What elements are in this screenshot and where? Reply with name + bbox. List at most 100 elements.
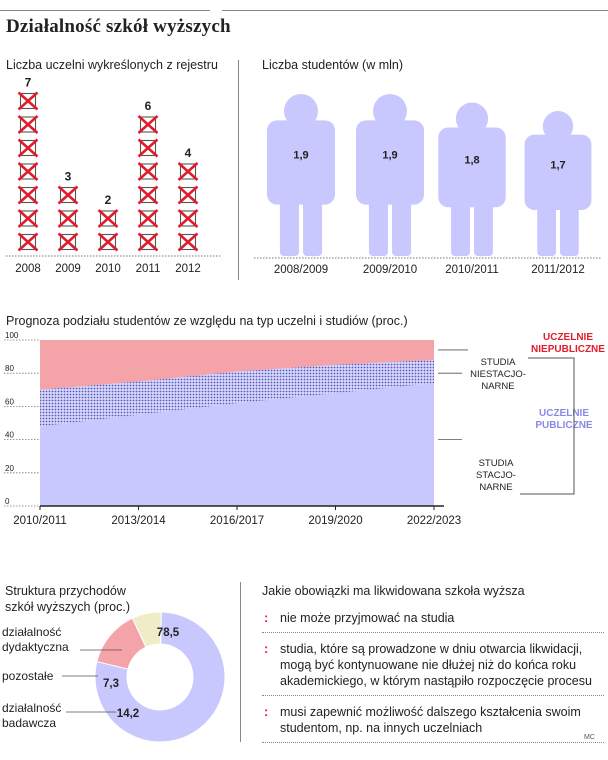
page-title: Działalność szkół wyższych <box>6 16 231 37</box>
student-figure-icon <box>524 111 592 256</box>
label-public: UCZELNIE <box>539 408 589 419</box>
revenue-title-line: szkół wyższych (proc.) <box>5 600 130 614</box>
section3-divider <box>240 582 241 742</box>
revenue-category-label: dydaktyczna <box>2 640 69 654</box>
removed-bar-2011 <box>137 115 159 252</box>
label-fulltime: NARNE <box>479 482 512 493</box>
students-value-label: 1,9 <box>382 149 397 161</box>
y-tick-label: 20 <box>5 464 14 473</box>
removed-x-tick: 2012 <box>175 263 201 275</box>
removed-x-tick: 2011 <box>136 263 161 275</box>
crossed-box-icon <box>17 232 39 252</box>
y-tick-label: 0 <box>5 497 10 506</box>
bullet-icon: : <box>264 704 269 719</box>
removed-value-label: 6 <box>145 99 152 113</box>
student-figure-icon <box>267 94 335 256</box>
obligation-item: : nie może przyjmować na studia <box>262 610 604 633</box>
removed-value-label: 2 <box>105 193 112 207</box>
cross-stroke <box>177 162 199 181</box>
student-head <box>284 94 318 128</box>
student-leg <box>451 201 470 256</box>
students-chart: 1,9 1,9 1,8 1,7 2008/2009 2009/2010 2010/2011 2… <box>254 94 602 276</box>
revenue-category-label: badawcza <box>2 716 56 730</box>
revenue-category-label: działalność <box>2 625 61 639</box>
obligation-item: : musi zapewnić możliwość dalszego kształ… <box>262 704 604 743</box>
cross-stroke <box>137 232 159 252</box>
section1-divider <box>238 60 239 280</box>
cross-stroke <box>17 185 39 205</box>
crossed-box-icon <box>17 91 39 111</box>
student-torso <box>524 134 592 211</box>
students-x-tick: 2009/2010 <box>363 264 417 276</box>
forecast-chart: 0 20 40 60 80 100 2010/2011 2013/2014 2016/2017 2… <box>4 331 605 527</box>
crossed-box-icon <box>177 185 199 205</box>
removed-value-label: 3 <box>65 170 72 184</box>
revenue-chart: Struktura przychodów szkół wyższych (proc… <box>2 584 226 743</box>
obligation-line: musi zapewnić możliwość dalszego kształc… <box>280 705 581 719</box>
x-tick-label: 2016/2017 <box>210 515 264 527</box>
revenue-value-label: 78,5 <box>157 627 180 639</box>
cross-stroke <box>177 185 199 205</box>
removed-bar-2009 <box>57 185 79 252</box>
student-torso <box>356 120 424 205</box>
removed-x-tick: 2008 <box>15 263 41 275</box>
cross-stroke <box>97 232 119 252</box>
cross-stroke <box>17 138 39 158</box>
student-leg <box>279 198 299 256</box>
obligation-line: nie może przyjmować na studia <box>280 611 455 625</box>
cross-stroke <box>17 209 39 228</box>
student-head <box>455 102 489 135</box>
obligation-line: mogą być kontynuowane nie dłużej niż do … <box>280 658 577 672</box>
removed-value-label: 4 <box>185 146 192 160</box>
obligations-list: : nie może przyjmować na studia: studia, k… <box>262 610 604 751</box>
removed-chart-title: Liczba uczelni wykreślonych z rejestru <box>6 58 218 72</box>
obligations-title: Jakie obowiązki ma likwidowana szkoła wy… <box>262 584 525 598</box>
student-leg <box>392 198 412 256</box>
forecast-chart-title: Prognoza podziału studentów ze względu n… <box>6 314 408 328</box>
cross-stroke <box>137 138 159 158</box>
students-value-label: 1,7 <box>550 160 565 172</box>
revenue-value-label: 14,2 <box>117 708 139 720</box>
label-public: PUBLICZNE <box>535 420 593 431</box>
crossed-box-icon <box>137 115 159 134</box>
crossed-box-icon <box>97 209 119 228</box>
crossed-box-icon <box>97 232 119 252</box>
cross-stroke <box>57 185 79 205</box>
label-fulltime: STUDIA <box>479 458 515 469</box>
revenue-category-label: działalność <box>2 701 61 715</box>
y-tick-label: 60 <box>5 397 14 406</box>
crossed-box-icon <box>57 232 79 252</box>
area-fulltime <box>40 383 434 506</box>
cross-stroke <box>57 232 79 252</box>
crossed-box-icon <box>17 209 39 228</box>
label-private: NIEPUBLICZNE <box>531 344 605 355</box>
y-tick-label: 40 <box>5 431 14 440</box>
obligation-line: studentom, np. na innych uczelniach <box>280 721 483 735</box>
removed-chart: 7 3 2 6 4 2008 2009 2010 2011 2012 <box>6 76 222 275</box>
revenue-value-label: 7,3 <box>103 678 119 690</box>
revenue-slice <box>131 611 162 648</box>
revenue-category-label: pozostałe <box>2 669 54 683</box>
cross-stroke <box>17 232 39 252</box>
removed-bar-2012 <box>177 162 199 252</box>
credit-label: MC <box>584 734 595 741</box>
student-torso <box>438 127 506 208</box>
bullet-icon: : <box>264 610 269 625</box>
student-leg <box>560 204 579 256</box>
crossed-box-icon <box>137 209 159 228</box>
x-tick-label: 2019/2020 <box>308 515 362 527</box>
student-figure-icon <box>356 94 424 256</box>
label-parttime: NIESTACJO- <box>470 369 526 380</box>
obligation-item: : studia, które są prowadzone w dniu otwa… <box>262 641 604 696</box>
cross-stroke <box>137 115 159 134</box>
cross-stroke <box>17 91 39 111</box>
student-leg <box>474 201 493 256</box>
crossed-box-icon <box>137 138 159 158</box>
students-chart-title: Liczba studentów (w mln) <box>262 58 404 72</box>
students-x-tick: 2010/2011 <box>445 264 499 276</box>
students-x-tick: 2008/2009 <box>274 264 328 276</box>
cross-stroke <box>17 162 39 181</box>
crossed-box-icon <box>177 232 199 252</box>
cross-stroke <box>17 115 39 134</box>
obligation-line: studia, które są prowadzone w dniu otwar… <box>280 642 583 656</box>
